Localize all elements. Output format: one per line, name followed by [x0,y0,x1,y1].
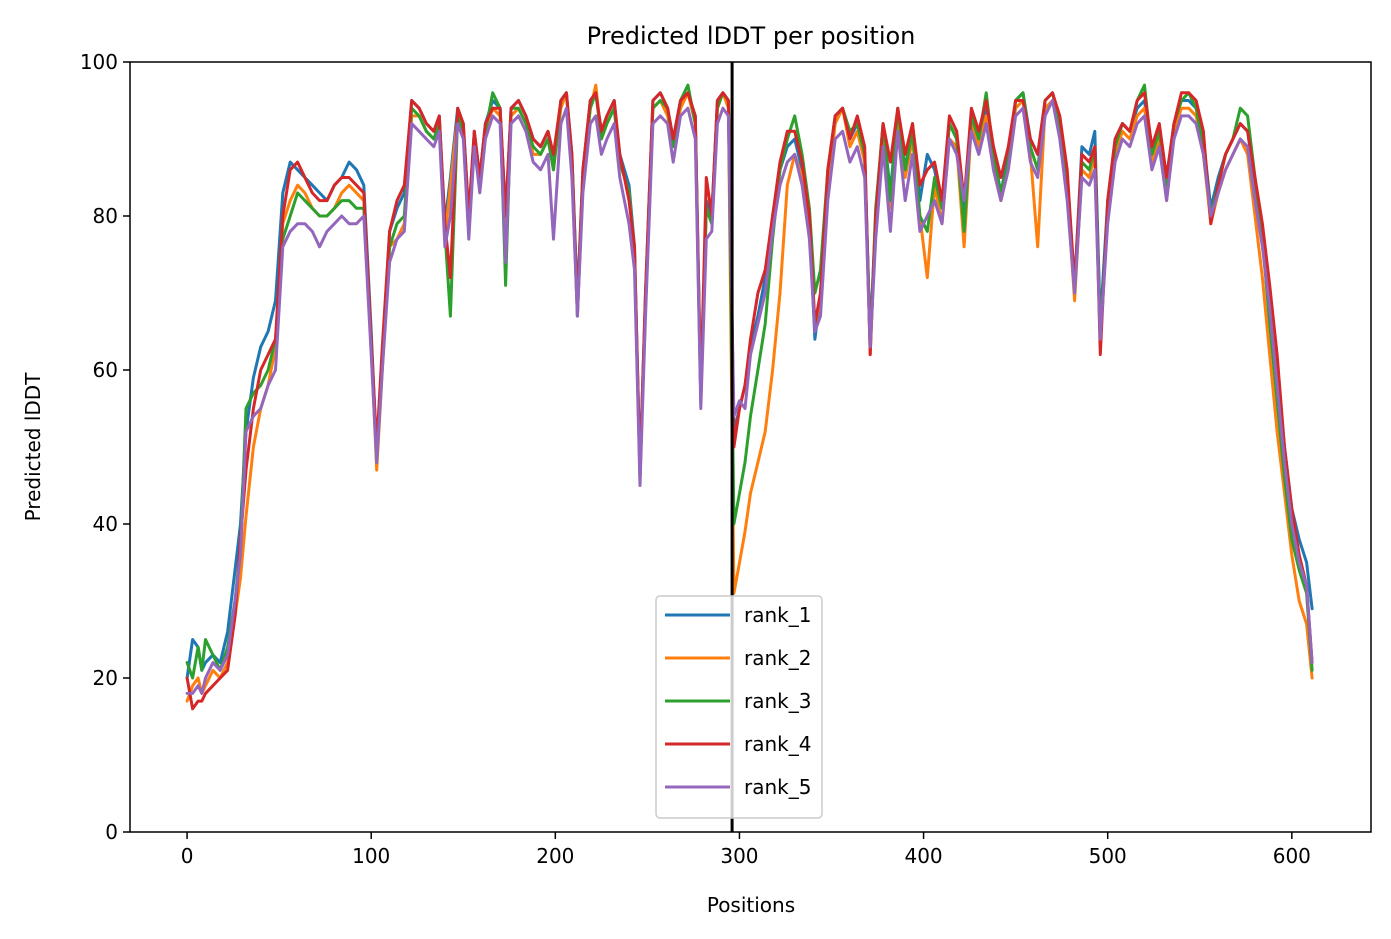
y-tick-label: 80 [93,204,118,228]
y-axis-title: Predicted lDDT [21,372,45,522]
x-tick-label: 500 [1089,844,1127,868]
series-line-rank-5 [185,99,1314,695]
x-axis-title: Positions [707,893,795,917]
legend: rank_1 rank_2 rank_3 rank_4 rank_5 [655,595,823,819]
plot-series-group [185,83,1314,711]
legend-label-rank-3: rank_3 [744,689,811,713]
x-tick-label: 200 [536,844,574,868]
chart-title: Predicted lDDT per position [587,22,916,50]
legend-label-rank-5: rank_5 [744,775,811,799]
y-tick-label: 20 [93,666,118,690]
x-tick-label: 100 [352,844,390,868]
x-tick-label: 300 [720,844,758,868]
x-axis-ticks: 0 100 200 300 400 500 600 [181,832,1311,868]
y-tick-label: 60 [93,358,118,382]
legend-label-rank-4: rank_4 [744,732,811,756]
y-axis-ticks: 0 20 40 60 80 100 [80,50,130,844]
y-tick-label: 100 [80,50,118,74]
legend-label-rank-1: rank_1 [744,603,811,627]
plot-frame [129,61,1372,833]
x-tick-label: 400 [904,844,942,868]
y-tick-label: 0 [105,820,118,844]
legend-box [655,595,823,819]
legend-label-rank-2: rank_2 [744,646,811,670]
x-tick-label: 0 [181,844,194,868]
x-tick-label: 600 [1273,844,1311,868]
y-tick-label: 40 [93,512,118,536]
